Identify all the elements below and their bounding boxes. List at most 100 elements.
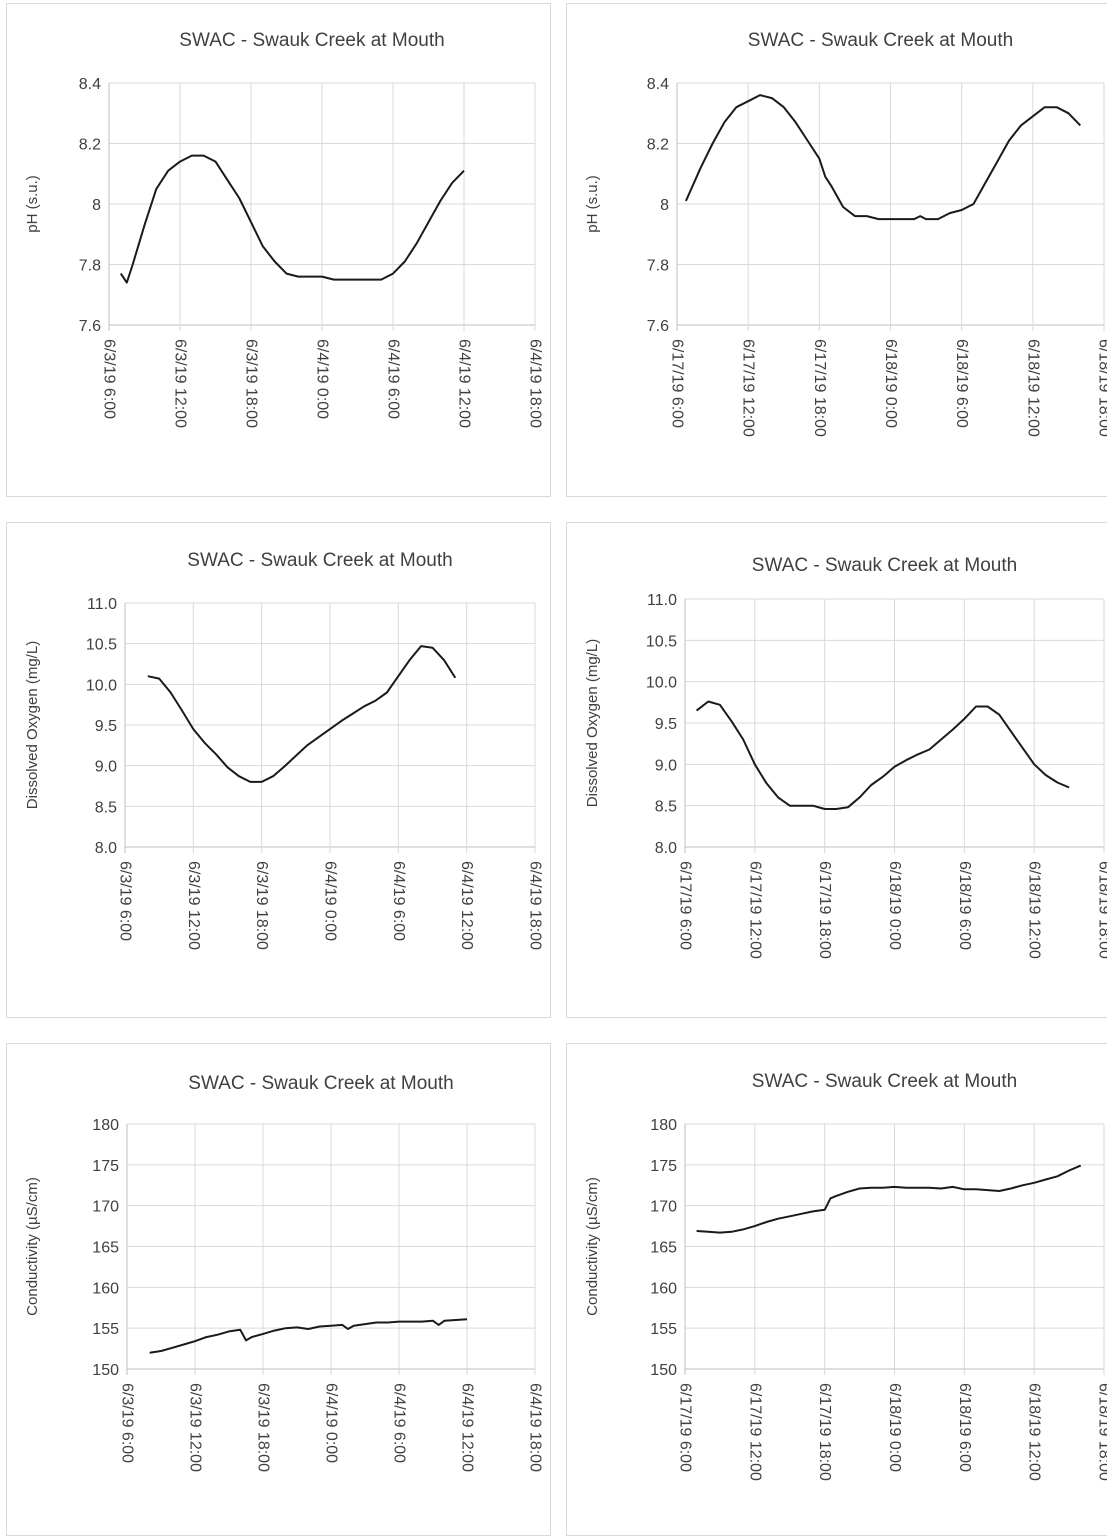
x-tick-label: 6/4/19 12:00 bbox=[458, 861, 475, 950]
x-tick-label: 6/4/19 0:00 bbox=[314, 339, 331, 419]
x-tick-label: 6/3/19 12:00 bbox=[185, 861, 202, 950]
y-axis-title: Dissolved Oxygen (mg/L) bbox=[24, 641, 41, 809]
chart-panel-conductivity-june3: SWAC - Swauk Creek at Mouth 150 155 160 165 1… bbox=[6, 1043, 551, 1536]
x-tick-label: 6/3/19 12:00 bbox=[187, 1383, 204, 1472]
x-tick-label: 6/18/19 0:00 bbox=[882, 339, 899, 428]
y-tick-label: 7.8 bbox=[79, 258, 101, 275]
y-tick-label: 9.0 bbox=[95, 759, 117, 776]
y-tick-label: 8.0 bbox=[95, 840, 117, 857]
y-tick-label: 9.5 bbox=[655, 716, 677, 733]
series-line bbox=[697, 1166, 1081, 1233]
x-tick-label: 6/4/19 0:00 bbox=[322, 861, 339, 941]
x-tick-label: 6/17/19 12:00 bbox=[746, 861, 763, 959]
chart-title: SWAC - Swauk Creek at Mouth bbox=[187, 550, 452, 571]
x-tick-label: 6/4/19 0:00 bbox=[323, 1383, 340, 1463]
y-tick-label: 150 bbox=[92, 1362, 119, 1379]
y-axis-title: pH (s.u.) bbox=[584, 175, 601, 233]
x-tick-label: 6/18/19 12:00 bbox=[1026, 1383, 1043, 1481]
chart-svg: SWAC - Swauk Creek at Mouth 150 155 160 165 1… bbox=[7, 1044, 552, 1537]
series-line bbox=[121, 156, 464, 283]
x-tick-label: 6/4/19 6:00 bbox=[385, 339, 402, 419]
y-tick-label: 155 bbox=[650, 1321, 677, 1338]
y-tick-label: 170 bbox=[92, 1199, 119, 1216]
y-tick-label: 10.0 bbox=[86, 677, 117, 694]
series-line bbox=[686, 95, 1080, 219]
x-tick-label: 6/18/19 18:00 bbox=[1096, 861, 1107, 959]
y-tick-label: 180 bbox=[92, 1117, 119, 1134]
chart-svg: SWAC - Swauk Creek at Mouth7.67.888.28.4… bbox=[567, 4, 1107, 498]
x-tick-label: 6/4/19 18:00 bbox=[527, 861, 544, 950]
x-tick-label: 6/17/19 6:00 bbox=[677, 1383, 694, 1472]
x-tick-label: 6/18/19 6:00 bbox=[953, 339, 970, 428]
x-tick-label: 6/17/19 18:00 bbox=[816, 861, 833, 959]
y-axis-title: Conductivity (µS/cm) bbox=[24, 1177, 41, 1316]
series-line bbox=[150, 1319, 467, 1353]
y-tick-label: 8.4 bbox=[647, 76, 669, 93]
y-tick-label: 11.0 bbox=[647, 592, 677, 609]
y-tick-label: 9.0 bbox=[655, 757, 677, 774]
x-tick-label: 6/18/19 12:00 bbox=[1024, 339, 1041, 437]
y-tick-label: 9.5 bbox=[95, 718, 117, 735]
x-tick-label: 6/17/19 6:00 bbox=[677, 861, 694, 950]
x-tick-label: 6/4/19 6:00 bbox=[391, 1383, 408, 1463]
chart-title: SWAC - Swauk Creek at Mouth bbox=[179, 30, 444, 51]
x-tick-label: 6/18/19 6:00 bbox=[956, 861, 973, 950]
y-tick-label: 7.8 bbox=[647, 258, 669, 275]
y-tick-label: 8.5 bbox=[655, 799, 677, 816]
x-tick-label: 6/17/19 6:00 bbox=[669, 339, 686, 428]
x-tick-label: 6/3/19 18:00 bbox=[255, 1383, 272, 1472]
y-tick-label: 10.5 bbox=[86, 637, 117, 654]
x-tick-label: 6/3/19 18:00 bbox=[253, 861, 270, 950]
y-tick-label: 8 bbox=[92, 197, 101, 214]
x-tick-label: 6/4/19 18:00 bbox=[527, 1383, 544, 1472]
x-tick-label: 6/4/19 12:00 bbox=[459, 1383, 476, 1472]
chart-svg: SWAC - Swauk Creek at Mouth 7.6 7.8 8 8.2 8.4… bbox=[7, 4, 552, 498]
y-tick-label: 165 bbox=[92, 1240, 119, 1257]
y-tick-label: 10.0 bbox=[646, 675, 677, 692]
x-tick-label: 6/3/19 18:00 bbox=[243, 339, 260, 428]
series-line bbox=[697, 702, 1070, 810]
chart-panel-ph-june3: SWAC - Swauk Creek at Mouth 7.6 7.8 8 8.2 8.4… bbox=[6, 3, 551, 497]
chart-title: SWAC - Swauk Creek at Mouth bbox=[752, 555, 1017, 576]
x-tick-label: 6/17/19 12:00 bbox=[746, 1383, 763, 1481]
x-tick-label: 6/18/19 0:00 bbox=[886, 861, 903, 950]
x-tick-label: 6/4/19 6:00 bbox=[390, 861, 407, 941]
y-tick-label: 8 bbox=[660, 197, 669, 214]
x-tick-label: 6/18/19 18:00 bbox=[1096, 1383, 1107, 1481]
y-tick-label: 155 bbox=[92, 1321, 119, 1338]
y-axis-title: pH (s.u.) bbox=[24, 175, 41, 233]
x-tick-label: 6/3/19 6:00 bbox=[119, 1383, 136, 1463]
y-tick-label: 8.5 bbox=[95, 799, 117, 816]
y-axis-title: Dissolved Oxygen (mg/L) bbox=[584, 639, 601, 807]
x-tick-label: 6/17/19 12:00 bbox=[740, 339, 757, 437]
y-tick-label: 180 bbox=[650, 1117, 677, 1134]
series-line bbox=[148, 646, 456, 782]
chart-title: SWAC - Swauk Creek at Mouth bbox=[748, 30, 1013, 51]
y-tick-label: 160 bbox=[650, 1280, 677, 1297]
x-tick-label: 6/3/19 12:00 bbox=[172, 339, 189, 428]
x-tick-label: 6/3/19 6:00 bbox=[117, 861, 134, 941]
chart-svg: SWAC - Swauk Creek at Mouth 8.0 8.5 9.0 9.5 1… bbox=[7, 523, 552, 1019]
y-tick-label: 7.6 bbox=[79, 318, 101, 335]
x-tick-label: 6/4/19 18:00 bbox=[527, 339, 544, 428]
x-tick-label: 6/18/19 6:00 bbox=[956, 1383, 973, 1472]
x-tick-label: 6/18/19 18:00 bbox=[1096, 339, 1107, 437]
x-tick-label: 6/17/19 18:00 bbox=[811, 339, 828, 437]
x-tick-label: 6/4/19 12:00 bbox=[456, 339, 473, 428]
chart-title: SWAC - Swauk Creek at Mouth bbox=[752, 1071, 1017, 1092]
y-tick-label: 150 bbox=[650, 1362, 677, 1379]
y-tick-label: 8.2 bbox=[79, 137, 101, 154]
y-axis-title: Conductivity (µS/cm) bbox=[584, 1177, 601, 1316]
chart-svg: SWAC - Swauk Creek at Mouth1501551601651… bbox=[567, 1044, 1107, 1537]
y-tick-label: 11.0 bbox=[87, 596, 117, 613]
y-tick-label: 8.4 bbox=[79, 76, 101, 93]
x-tick-label: 6/18/19 0:00 bbox=[886, 1383, 903, 1472]
y-tick-label: 160 bbox=[92, 1280, 119, 1297]
y-tick-label: 8.2 bbox=[647, 137, 669, 154]
chart-title: SWAC - Swauk Creek at Mouth bbox=[188, 1073, 453, 1094]
x-tick-label: 6/3/19 6:00 bbox=[101, 339, 118, 419]
x-tick-label: 6/17/19 18:00 bbox=[816, 1383, 833, 1481]
